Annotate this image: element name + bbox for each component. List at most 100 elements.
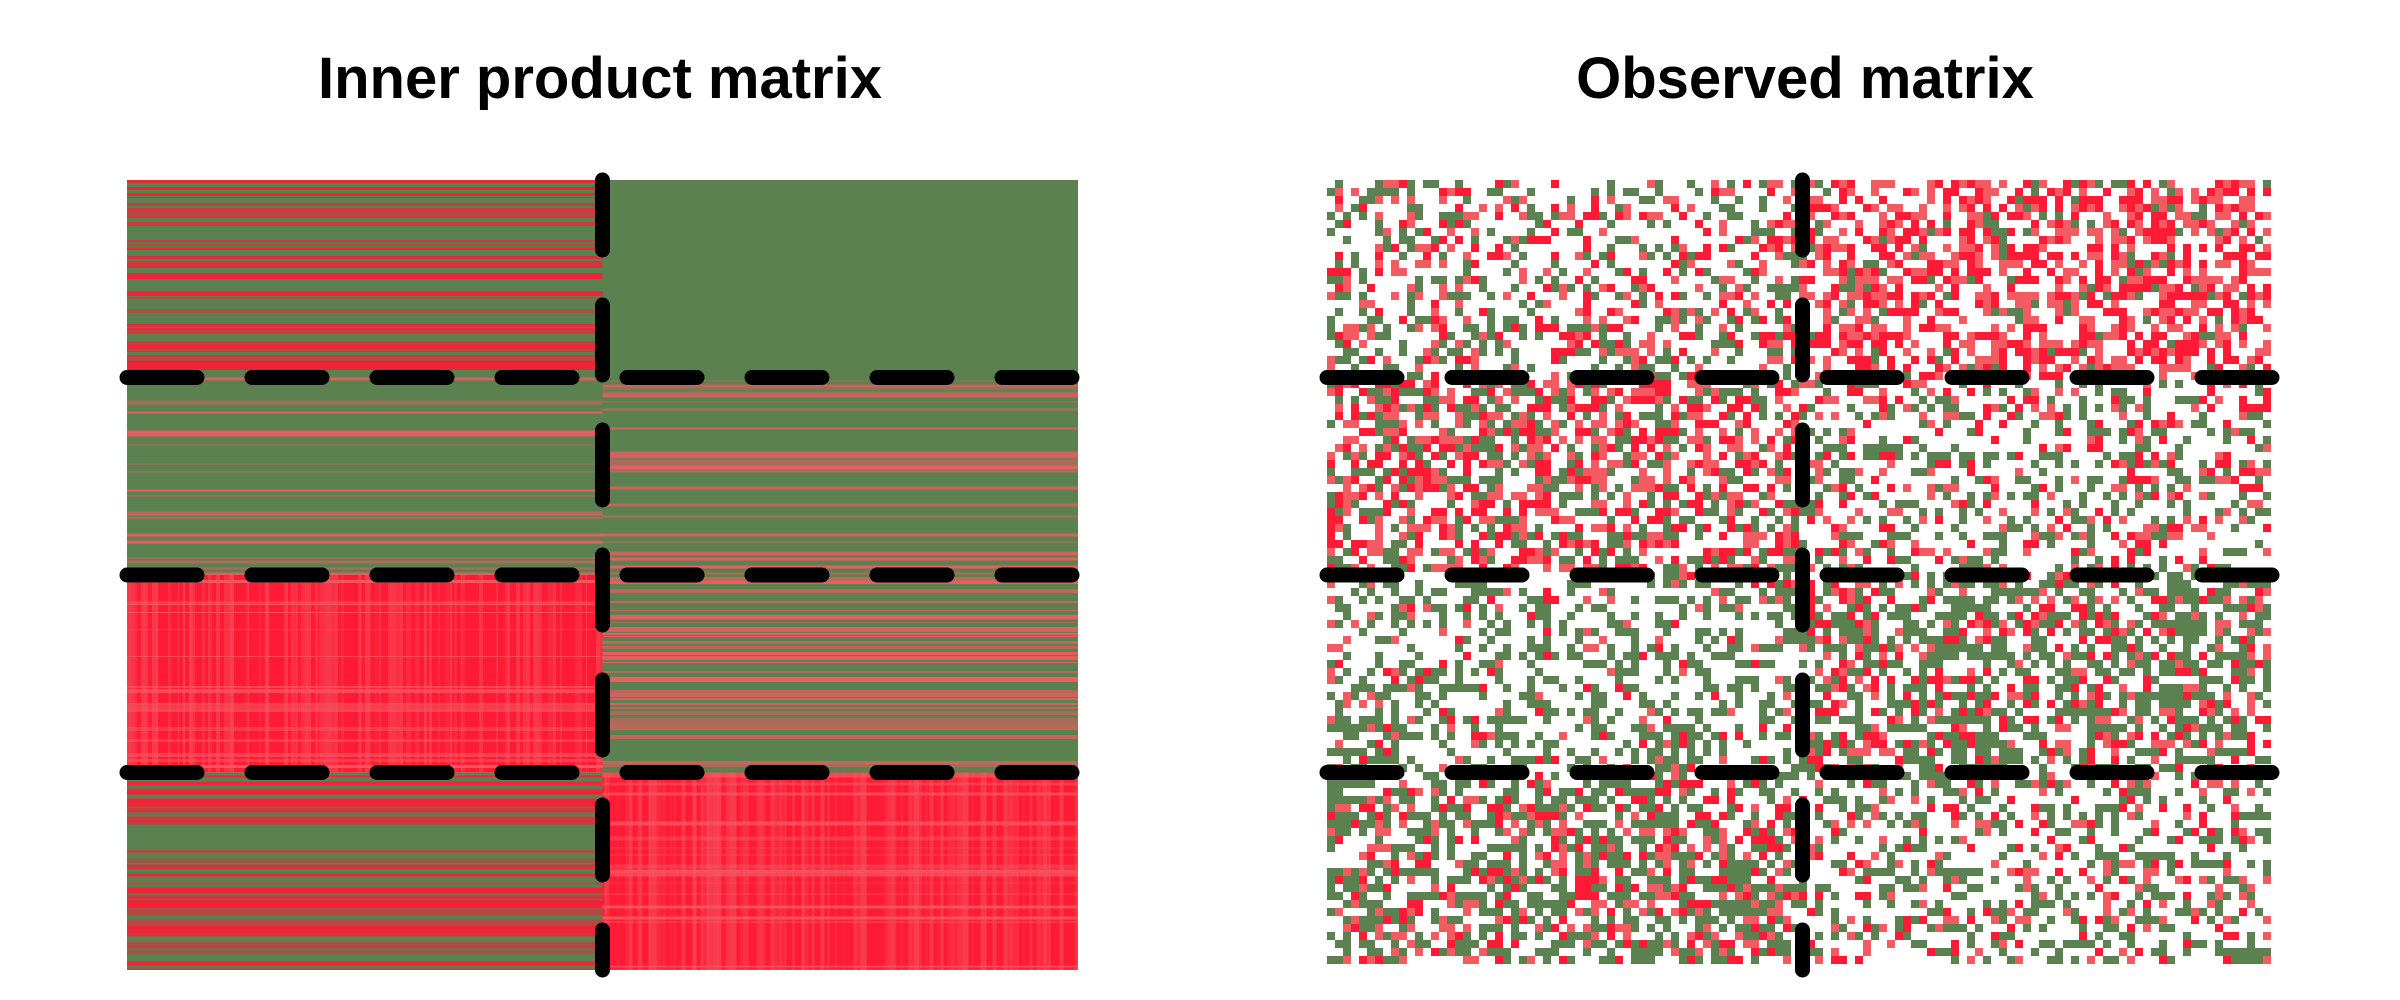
observed-green-cell [1663, 452, 1671, 460]
observed-red-cell [1647, 484, 1655, 492]
observed-green-cell [1375, 756, 1383, 764]
observed-red-cell [1535, 708, 1543, 716]
observed-red-cell [2159, 308, 2167, 316]
observed-red-cell [2135, 652, 2143, 660]
observed-red-cell [1871, 244, 1879, 252]
observed-green-cell [1455, 292, 1463, 300]
red-row-stripe [127, 193, 603, 196]
observed-green-cell [1607, 220, 1615, 228]
observed-green-cell [1551, 276, 1559, 284]
pink-row-stripe [602, 504, 1078, 507]
observed-green-cell [2111, 388, 2119, 396]
observed-green-cell [2087, 476, 2095, 484]
observed-red-cell [2263, 188, 2271, 196]
observed-red-cell [1439, 436, 1447, 444]
pink-row-stripe [127, 739, 603, 742]
observed-green-cell [1527, 676, 1535, 684]
observed-red-cell [2231, 428, 2239, 436]
observed-red-cell [2087, 652, 2095, 660]
observed-green-cell [1391, 500, 1399, 508]
pink-row-stripe [602, 782, 1078, 786]
observed-red-cell [1927, 220, 1935, 228]
observed-red-cell [1535, 692, 1543, 700]
observed-green-cell [2007, 452, 2015, 460]
observed-red-cell [1935, 364, 1943, 372]
observed-green-cell [1407, 596, 1415, 604]
observed-red-cell [1855, 284, 1863, 292]
observed-red-cell [1631, 356, 1639, 364]
observed-red-cell [1847, 588, 1855, 596]
observed-green-cell [1975, 740, 1983, 748]
observed-green-cell [1375, 420, 1383, 428]
observed-green-cell [2151, 484, 2159, 492]
observed-green-cell [1855, 636, 1863, 644]
observed-green-cell [2103, 492, 2111, 500]
observed-red-cell [1927, 468, 1935, 476]
red-row-stripe [127, 898, 603, 901]
observed-green-cell [1615, 484, 1623, 492]
observed-green-cell [1415, 732, 1423, 740]
observed-red-cell [1927, 196, 1935, 204]
observed-green-cell [1383, 436, 1391, 444]
observed-red-cell [1455, 204, 1463, 212]
observed-red-cell [2031, 260, 2039, 268]
observed-green-cell [1623, 668, 1631, 676]
observed-red-cell [1879, 196, 1887, 204]
observed-green-cell [1343, 532, 1351, 540]
observed-red-cell [2127, 428, 2135, 436]
observed-red-cell [2023, 196, 2031, 204]
observed-red-cell [1431, 340, 1439, 348]
observed-green-cell [2199, 460, 2207, 468]
observed-green-cell [2055, 708, 2063, 716]
observed-red-cell [1975, 276, 1983, 284]
observed-red-cell [1759, 340, 1767, 348]
observed-red-cell [1983, 180, 1991, 188]
observed-green-cell [1335, 508, 1343, 516]
red-row-stripe [127, 291, 603, 292]
observed-red-cell [2031, 596, 2039, 604]
observed-red-cell [1943, 692, 1951, 700]
observed-red-cell [1959, 556, 1967, 564]
observed-red-cell [1647, 540, 1655, 548]
observed-red-cell [1439, 532, 1447, 540]
observed-green-cell [1527, 388, 1535, 396]
observed-red-cell [1623, 292, 1631, 300]
observed-green-cell [1759, 444, 1767, 452]
observed-red-cell [1935, 556, 1943, 564]
observed-red-cell [1527, 420, 1535, 428]
observed-green-cell [1455, 532, 1463, 540]
observed-green-cell [2255, 620, 2263, 628]
pink-col-stripe [424, 575, 427, 773]
observed-red-cell [2223, 452, 2231, 460]
observed-red-cell [2039, 740, 2047, 748]
observed-green-cell [1695, 532, 1703, 540]
observed-green-cell [1951, 404, 1959, 412]
observed-red-cell [1471, 228, 1479, 236]
observed-red-cell [2215, 196, 2223, 204]
observed-green-cell [1399, 484, 1407, 492]
observed-red-cell [1671, 292, 1679, 300]
observed-red-cell [1887, 276, 1895, 284]
observed-red-cell [1591, 324, 1599, 332]
observed-red-cell [1695, 436, 1703, 444]
observed-green-cell [1607, 348, 1615, 356]
observed-red-cell [1631, 452, 1639, 460]
observed-red-cell [1807, 564, 1815, 572]
observed-red-cell [1815, 764, 1823, 772]
observed-red-cell [2215, 740, 2223, 748]
observed-green-cell [2047, 612, 2055, 620]
observed-red-cell [2159, 628, 2167, 636]
observed-red-cell [1575, 484, 1583, 492]
observed-green-cell [2087, 588, 2095, 596]
observed-green-cell [1487, 484, 1495, 492]
observed-red-cell [1503, 388, 1511, 396]
observed-red-cell [1719, 556, 1727, 564]
observed-green-cell [1551, 260, 1559, 268]
observed-red-cell [1479, 732, 1487, 740]
pink-row-stripe [602, 736, 1078, 739]
observed-green-cell [1615, 292, 1623, 300]
observed-green-cell [1863, 724, 1871, 732]
observed-red-cell [2215, 188, 2223, 196]
observed-red-cell [2111, 268, 2119, 276]
observed-red-cell [1415, 484, 1423, 492]
